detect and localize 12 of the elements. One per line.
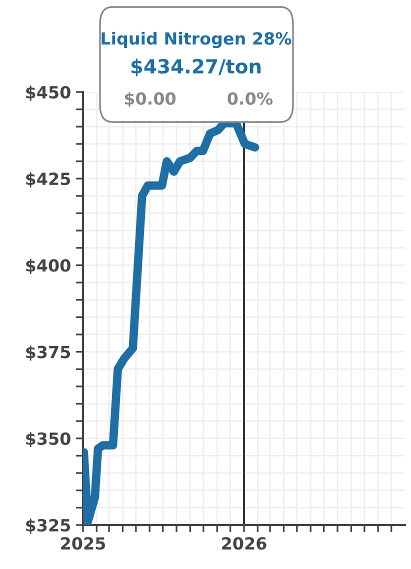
y-tick-label: $350: [26, 432, 70, 448]
y-tick-label: $325: [26, 518, 70, 534]
y-tick-label: $375: [26, 345, 70, 361]
y-tick-label: $400: [26, 258, 70, 274]
y-tick-label: $450: [26, 86, 70, 101]
annotation: $0.00: [124, 92, 176, 108]
y-tick-label: $425: [26, 172, 70, 188]
x-tick-label: 2026: [222, 537, 266, 550]
x-tick-label: 2025: [61, 537, 106, 550]
chart-subtitle: $434.27/ton: [131, 58, 261, 76]
chart-title: Liquid Nitrogen 28%: [102, 32, 292, 48]
annotation: 0.0%: [228, 92, 273, 105]
